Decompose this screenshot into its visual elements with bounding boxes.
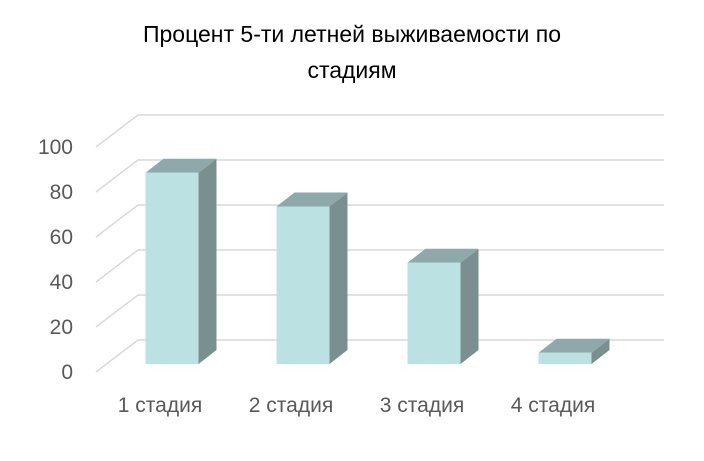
gridline xyxy=(95,114,664,148)
x-tick-label: 2 стадия xyxy=(249,394,333,417)
bar-front xyxy=(407,262,461,364)
bar-top xyxy=(276,192,348,207)
y-tick-label: 20 xyxy=(50,316,73,339)
bar-front xyxy=(276,206,330,364)
chart-title: Процент 5-ти летней выживаемости по стад… xyxy=(142,21,562,83)
y-tick-label: 0 xyxy=(61,361,73,384)
y-tick-label: 60 xyxy=(50,226,73,249)
bar xyxy=(145,158,217,364)
y-tick-label: 40 xyxy=(50,271,73,294)
gridline xyxy=(95,159,664,193)
bar-front xyxy=(538,352,592,364)
bar-top xyxy=(407,248,479,263)
x-tick-label: 3 стадия xyxy=(380,394,464,417)
bar xyxy=(538,338,610,364)
x-axis-ticks: 1 стадия 2 стадия 3 стадия 4 стадия xyxy=(118,394,595,417)
gridlines xyxy=(95,114,664,373)
y-tick-label: 80 xyxy=(50,181,73,204)
bar-side xyxy=(329,192,348,364)
bar xyxy=(407,248,479,364)
bar-top xyxy=(145,158,217,173)
bar-side xyxy=(460,248,479,364)
y-axis-ticks: 0 20 40 60 80 100 xyxy=(38,136,73,384)
bar-front xyxy=(145,172,199,364)
x-tick-label: 4 стадия xyxy=(511,394,595,417)
y-tick-label: 100 xyxy=(38,136,73,159)
bar-side xyxy=(591,338,610,364)
gridline xyxy=(95,204,664,238)
bar xyxy=(276,192,348,364)
x-tick-label: 1 стадия xyxy=(118,394,202,417)
bar-top xyxy=(538,338,610,353)
gridline xyxy=(95,294,664,328)
bar-side xyxy=(198,158,217,364)
bars xyxy=(145,158,610,364)
gridline xyxy=(95,249,664,283)
gridline xyxy=(95,339,664,373)
